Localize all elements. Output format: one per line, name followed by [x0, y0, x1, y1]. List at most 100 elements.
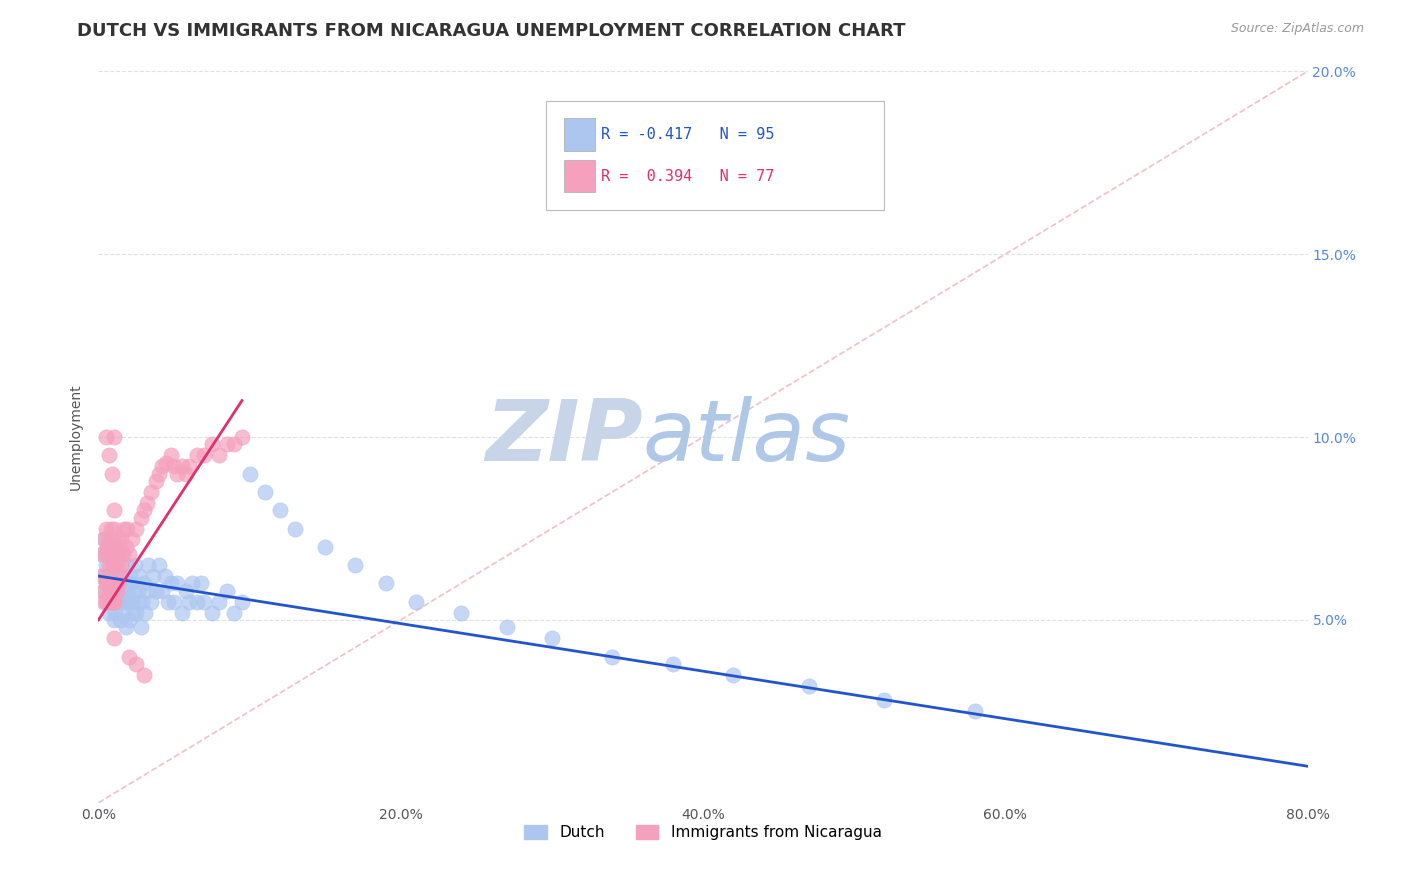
Point — [94, 576, 117, 591]
Point — [155, 456, 177, 470]
Legend: Dutch, Immigrants from Nicaragua: Dutch, Immigrants from Nicaragua — [519, 819, 887, 847]
FancyBboxPatch shape — [564, 161, 595, 193]
Point — [253, 485, 276, 500]
Point — [104, 540, 127, 554]
Point — [723, 667, 745, 681]
Point — [108, 613, 131, 627]
Point — [142, 569, 165, 583]
Point — [179, 459, 201, 474]
Point — [104, 606, 127, 620]
Point — [98, 558, 121, 573]
Point — [134, 606, 156, 620]
Point — [135, 583, 157, 598]
Point — [405, 594, 427, 608]
Point — [125, 521, 148, 535]
Point — [96, 569, 118, 583]
Point — [103, 547, 125, 561]
Point — [156, 594, 179, 608]
Point — [103, 613, 125, 627]
Point — [103, 594, 125, 608]
Point — [101, 594, 124, 608]
Point — [181, 576, 204, 591]
Point — [107, 547, 129, 561]
Point — [110, 547, 132, 561]
Point — [215, 583, 238, 598]
Point — [100, 594, 122, 608]
Point — [153, 569, 176, 583]
Point — [108, 540, 131, 554]
Point — [111, 606, 134, 620]
Point — [131, 594, 153, 608]
Point — [107, 547, 129, 561]
Point — [231, 430, 253, 444]
Point — [136, 558, 159, 573]
Point — [107, 594, 129, 608]
Point — [93, 583, 115, 598]
Point — [122, 606, 145, 620]
Point — [98, 583, 121, 598]
Point — [128, 569, 150, 583]
Point — [103, 558, 125, 573]
Point — [166, 576, 188, 591]
Point — [103, 594, 125, 608]
Point — [103, 533, 125, 547]
Point — [190, 576, 212, 591]
Point — [145, 474, 167, 488]
Point — [201, 606, 224, 620]
Point — [115, 576, 138, 591]
Point — [111, 547, 134, 561]
Point — [93, 594, 115, 608]
Point — [179, 594, 201, 608]
Point — [374, 576, 396, 591]
Point — [224, 606, 246, 620]
Point — [224, 437, 246, 451]
Point — [160, 448, 183, 462]
Point — [100, 569, 122, 583]
Point — [141, 485, 163, 500]
Point — [121, 533, 143, 547]
Point — [112, 594, 135, 608]
Point — [965, 705, 987, 719]
Point — [98, 533, 121, 547]
Point — [103, 521, 125, 535]
Point — [121, 576, 143, 591]
Point — [108, 576, 131, 591]
Point — [112, 521, 135, 535]
Point — [96, 594, 118, 608]
Point — [91, 569, 114, 583]
Point — [111, 583, 134, 598]
Point — [104, 558, 127, 573]
Point — [105, 562, 128, 576]
Point — [110, 533, 132, 547]
Point — [174, 467, 197, 481]
Text: Source: ZipAtlas.com: Source: ZipAtlas.com — [1230, 22, 1364, 36]
Point — [112, 569, 135, 583]
FancyBboxPatch shape — [564, 119, 595, 151]
Point — [873, 693, 896, 707]
Point — [602, 649, 624, 664]
Text: R = -0.417   N = 95: R = -0.417 N = 95 — [602, 127, 775, 142]
Point — [269, 503, 291, 517]
Point — [100, 576, 122, 591]
Text: ZIP: ZIP — [485, 395, 643, 479]
Point — [125, 606, 148, 620]
Point — [120, 569, 142, 583]
Point — [170, 606, 193, 620]
Point — [98, 606, 121, 620]
Text: R =  0.394   N = 77: R = 0.394 N = 77 — [602, 169, 775, 184]
Point — [170, 459, 193, 474]
Point — [114, 594, 136, 608]
Point — [132, 667, 155, 681]
Point — [124, 558, 146, 573]
Point — [103, 558, 125, 573]
Point — [141, 594, 163, 608]
Point — [110, 569, 132, 583]
Point — [135, 496, 157, 510]
Point — [150, 459, 173, 474]
Point — [98, 583, 121, 598]
Point — [314, 540, 336, 554]
Point — [100, 521, 122, 535]
Point — [186, 448, 208, 462]
Point — [118, 547, 141, 561]
Point — [94, 521, 117, 535]
